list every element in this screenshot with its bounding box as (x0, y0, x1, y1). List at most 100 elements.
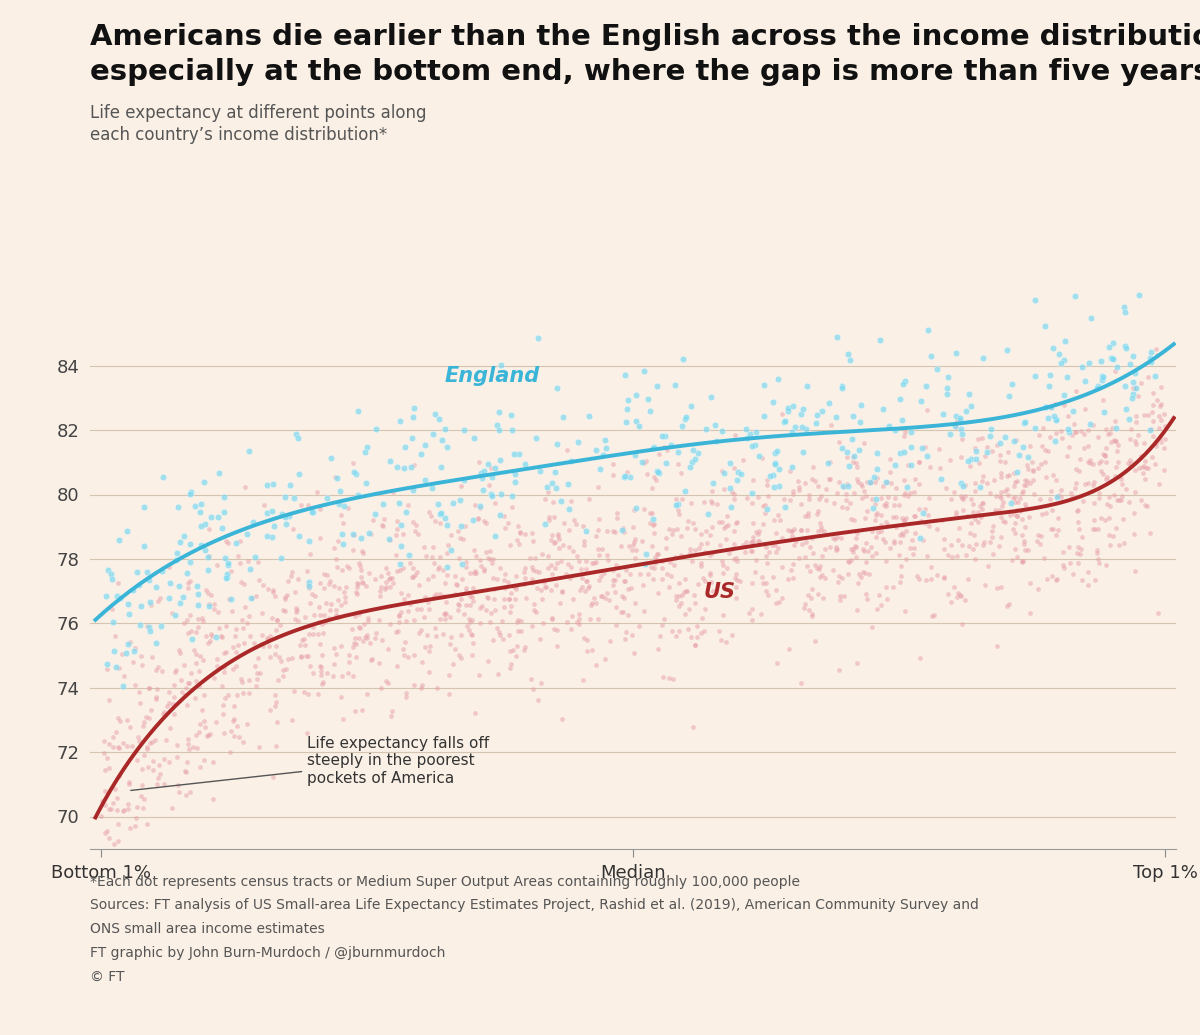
Point (944, 579, 964, 595)
Point (1008, 502, 1027, 519)
Point (661, 554, 680, 570)
Point (749, 447, 768, 464)
Point (1140, 525, 1159, 541)
Point (452, 571, 472, 588)
Point (228, 548, 247, 564)
Point (353, 542, 372, 559)
Point (193, 613, 212, 629)
Point (277, 587, 296, 603)
Point (161, 719, 180, 736)
Point (246, 549, 265, 565)
Point (367, 420, 386, 437)
Point (1048, 489, 1067, 505)
Point (682, 495, 701, 511)
Point (809, 586, 828, 602)
Point (502, 656, 521, 673)
Point (317, 595, 336, 612)
Point (648, 546, 667, 563)
Point (224, 710, 244, 727)
Point (1084, 476, 1103, 493)
Point (868, 601, 887, 618)
Point (749, 533, 768, 550)
Point (824, 561, 844, 578)
Point (768, 506, 787, 523)
Point (1008, 494, 1027, 510)
Point (1106, 420, 1126, 437)
Point (355, 444, 374, 461)
Point (743, 438, 762, 454)
Point (1136, 460, 1156, 476)
Point (485, 461, 504, 477)
Point (484, 570, 503, 587)
Point (167, 544, 186, 561)
Point (767, 443, 786, 460)
Point (709, 622, 728, 639)
Point (950, 449, 970, 466)
Point (1000, 596, 1019, 613)
Point (137, 564, 156, 581)
Point (892, 557, 911, 573)
Point (874, 401, 893, 417)
Point (781, 523, 800, 539)
Point (877, 514, 896, 531)
Point (719, 544, 738, 561)
Point (1126, 563, 1145, 580)
Point (948, 585, 967, 601)
Point (343, 454, 362, 471)
Point (833, 570, 852, 587)
Point (344, 464, 364, 480)
Point (847, 601, 866, 618)
Point (126, 809, 145, 826)
Point (380, 616, 400, 632)
Point (265, 646, 284, 662)
Point (731, 466, 750, 482)
Point (877, 495, 896, 511)
Point (606, 557, 625, 573)
Point (352, 561, 371, 578)
Point (329, 592, 348, 609)
Point (743, 574, 762, 591)
Point (479, 477, 498, 494)
Point (347, 579, 366, 595)
Point (766, 455, 785, 472)
Point (886, 422, 905, 439)
Point (547, 638, 566, 654)
Point (584, 590, 604, 607)
Point (1021, 475, 1040, 492)
Point (952, 588, 971, 604)
Point (1066, 479, 1085, 496)
Point (868, 504, 887, 521)
Point (649, 465, 668, 481)
Point (416, 591, 436, 608)
Point (779, 400, 798, 416)
Point (685, 521, 704, 537)
Point (995, 513, 1014, 530)
Point (95, 745, 114, 762)
Point (718, 560, 737, 576)
Point (559, 522, 578, 538)
Point (1104, 486, 1123, 503)
Point (839, 346, 858, 362)
Point (719, 516, 738, 533)
Point (604, 467, 623, 483)
Point (745, 563, 764, 580)
Point (146, 691, 166, 708)
Point (230, 555, 250, 571)
Point (546, 576, 565, 593)
Point (451, 649, 470, 666)
Point (215, 489, 234, 505)
Point (450, 492, 469, 508)
Point (470, 498, 490, 514)
Point (642, 479, 661, 496)
Point (191, 759, 210, 775)
Point (199, 585, 218, 601)
Point (522, 571, 541, 588)
Point (617, 624, 636, 641)
Point (594, 447, 613, 464)
Point (1067, 461, 1086, 477)
Point (895, 424, 914, 441)
Point (346, 629, 365, 646)
Point (755, 536, 774, 553)
Point (1123, 390, 1142, 407)
Point (239, 672, 258, 688)
